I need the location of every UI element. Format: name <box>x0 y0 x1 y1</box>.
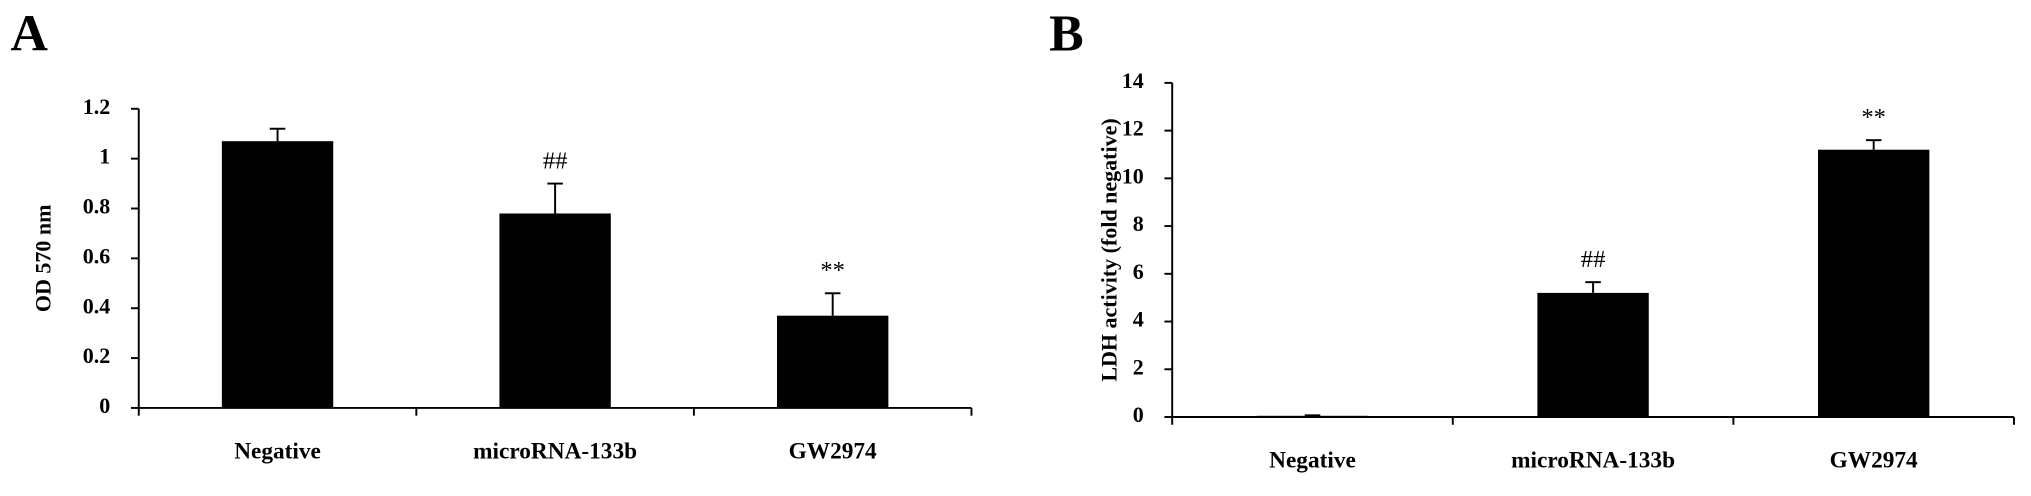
y-tick-label: 1.2 <box>83 94 111 119</box>
y-tick-label: 0 <box>1133 402 1144 427</box>
y-tick-label: 2 <box>1133 354 1144 379</box>
bar <box>221 141 334 408</box>
y-tick-label: 12 <box>1122 116 1144 141</box>
y-tick-label: 0.8 <box>83 194 111 219</box>
bar <box>1256 415 1369 418</box>
y-tick-label: 0.6 <box>83 243 111 268</box>
panel-label: B <box>1049 6 1084 63</box>
x-tick-label: microRNA-133b <box>1511 448 1675 474</box>
panel-label: A <box>11 6 49 63</box>
y-tick-label: 1 <box>99 144 110 169</box>
bar <box>1537 292 1649 418</box>
bar <box>1817 149 1930 418</box>
x-tick-label: GW2974 <box>789 439 877 465</box>
bar-annotation: ** <box>1861 104 1886 131</box>
x-tick-label: Negative <box>234 439 321 465</box>
y-tick-label: 0 <box>99 393 110 418</box>
bar-annotation: ## <box>543 147 568 174</box>
x-tick-label: GW2974 <box>1830 448 1918 474</box>
bar-annotation: ## <box>1581 246 1606 273</box>
y-tick-label: 0.4 <box>83 293 111 318</box>
y-tick-label: 14 <box>1122 68 1144 93</box>
x-tick-label: microRNA-133b <box>473 439 637 465</box>
bar <box>499 213 611 408</box>
x-tick-label: Negative <box>1269 448 1356 474</box>
y-axis-label: OD 570 nm <box>31 205 56 313</box>
y-tick-label: 0.2 <box>83 343 111 368</box>
bar-annotation: ** <box>820 257 845 284</box>
y-axis-label: LDH activity (fold negative) <box>1096 118 1121 381</box>
bar <box>776 315 889 408</box>
y-tick-label: 4 <box>1133 307 1144 332</box>
y-tick-label: 10 <box>1122 163 1144 188</box>
y-tick-label: 8 <box>1133 211 1144 236</box>
y-tick-label: 6 <box>1133 259 1144 284</box>
